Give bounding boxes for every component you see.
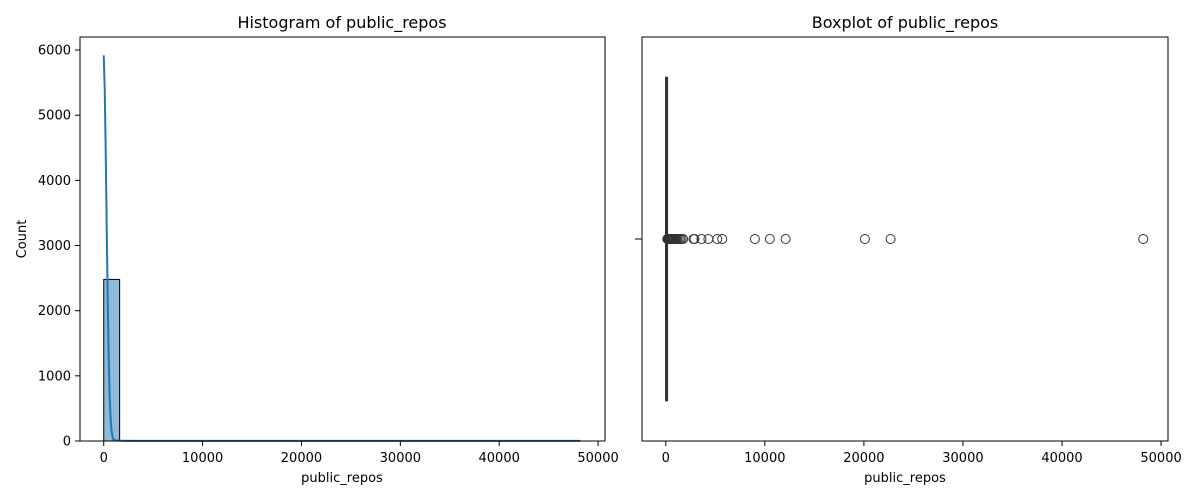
boxplot-outlier [717, 234, 728, 244]
histogram-y-tick-label: 0 [63, 435, 71, 450]
boxplot-x-tick-label: 10000 [744, 451, 785, 466]
histogram-y-ticks: 0 1000 2000 3000 4000 5000 6000 [38, 44, 80, 450]
boxplot-outlier [696, 234, 707, 244]
histogram-title: Histogram of public_repos [237, 13, 446, 33]
boxplot-outlier [749, 234, 760, 244]
boxplot-panel: Boxplot of public_repos 0 10000 20000 30000… [635, 13, 1182, 486]
histogram-axes-frame [79, 36, 606, 442]
histogram-panel: Histogram of public_repos 0 10000 20000 300… [15, 13, 619, 486]
histogram-y-tick-label: 2000 [38, 304, 71, 319]
boxplot-outlier [678, 234, 689, 244]
boxplot-outliers [662, 234, 1149, 244]
boxplot-axes-frame [641, 36, 1169, 442]
histogram-bars [103, 278, 582, 442]
boxplot-outlier [703, 234, 714, 244]
histogram-x-tick-label: 40000 [479, 451, 520, 466]
boxplot-x-tick-label: 20000 [843, 451, 884, 466]
histogram-x-tick-label: 20000 [281, 451, 322, 466]
boxplot-x-tick-label: 30000 [942, 451, 983, 466]
boxplot-x-axis-label: public_repos [864, 471, 946, 486]
boxplot-x-tick-label: 50000 [1140, 451, 1181, 466]
histogram-x-tick-label: 0 [100, 451, 108, 466]
boxplot-outlier [689, 234, 700, 244]
histogram-y-tick-label: 4000 [38, 174, 71, 189]
histogram-y-tick-label: 3000 [38, 239, 71, 254]
histogram-x-tick-label: 10000 [182, 451, 223, 466]
boxplot-x-tick-label: 40000 [1041, 451, 1082, 466]
boxplot-x-tick-label: 0 [662, 451, 670, 466]
histogram-kde-line [102, 55, 581, 442]
boxplot-outlier [780, 234, 791, 244]
histogram-x-ticks: 0 10000 20000 30000 40000 50000 [100, 441, 619, 466]
histogram-x-tick-label: 30000 [380, 451, 421, 466]
boxplot-outlier [859, 234, 870, 244]
boxplot-outlier [712, 234, 723, 244]
histogram-bar [103, 278, 121, 442]
boxplot-outlier [1138, 234, 1149, 244]
histogram-y-tick-label: 6000 [38, 44, 71, 59]
boxplot-x-ticks: 0 10000 20000 30000 40000 50000 [662, 441, 1182, 466]
histogram-x-axis-label: public_repos [301, 471, 383, 486]
boxplot-title: Boxplot of public_repos [812, 13, 999, 33]
histogram-y-tick-label: 1000 [38, 369, 71, 384]
boxplot-outlier [764, 234, 775, 244]
histogram-y-tick-label: 5000 [38, 109, 71, 124]
histogram-x-tick-label: 50000 [577, 451, 618, 466]
boxplot-outlier [885, 234, 896, 244]
histogram-y-axis-label: Count [15, 220, 30, 259]
